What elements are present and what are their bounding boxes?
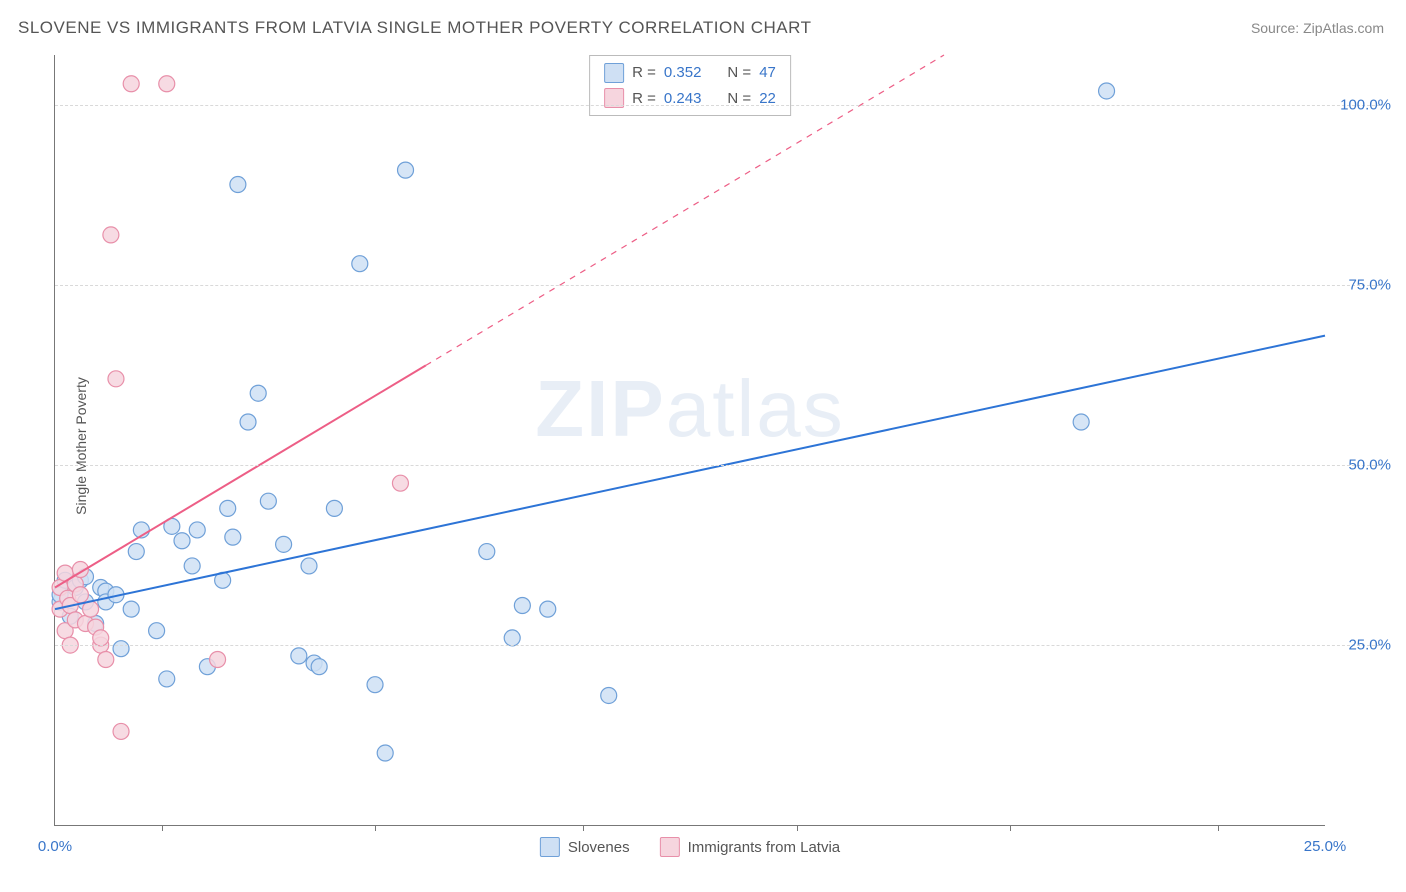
legend-n-label: N = [727,60,751,86]
legend-r-label: R = [632,60,656,86]
y-tick-label: 100.0% [1331,97,1391,114]
slovenes-point [504,630,520,646]
slovenes-point [260,493,276,509]
legend-swatch [660,837,680,857]
x-tick [1218,825,1219,831]
gridline [55,465,1380,466]
latvia-point [113,723,129,739]
latvia-trendline [55,365,426,587]
slovenes-point [250,385,266,401]
slovenes-point [367,677,383,693]
gridline [55,105,1380,106]
slovenes-point [352,256,368,272]
legend-r-value: 0.243 [664,86,702,112]
slovenes-point [301,558,317,574]
slovenes-point [230,177,246,193]
slovenes-point [326,500,342,516]
latvia-point [93,630,109,646]
slovenes-point [377,745,393,761]
legend-r-value: 0.352 [664,60,702,86]
slovenes-point [113,641,129,657]
legend-stats-row: R = 0.352 N = 47 [604,60,776,86]
gridline [55,645,1380,646]
x-tick-label: 0.0% [38,838,72,855]
slovenes-point [174,533,190,549]
slovenes-point [540,601,556,617]
latvia-point [72,587,88,603]
legend-swatch [604,63,624,83]
y-tick-label: 75.0% [1331,277,1391,294]
legend-label: Immigrants from Latvia [688,839,841,856]
slovenes-point [240,414,256,430]
slovenes-point [1073,414,1089,430]
legend-series: Slovenes Immigrants from Latvia [540,837,840,857]
x-tick [162,825,163,831]
latvia-point [103,227,119,243]
x-tick [375,825,376,831]
latvia-point [108,371,124,387]
x-tick-label: 25.0% [1304,838,1347,855]
x-tick [1010,825,1011,831]
plot-area: ZIPatlas R =0.352N =47R =0.243N =22 Slov… [54,55,1325,826]
gridline [55,285,1380,286]
slovenes-point [1099,83,1115,99]
latvia-point [210,651,226,667]
slovenes-point [311,659,327,675]
slovenes-point [149,623,165,639]
slovenes-point [128,544,144,560]
slovenes-point [479,544,495,560]
slovenes-point [601,687,617,703]
legend-label: Slovenes [568,839,630,856]
legend-item-latvia: Immigrants from Latvia [660,837,841,857]
latvia-point [159,76,175,92]
slovenes-point [398,162,414,178]
source-label: Source: ZipAtlas.com [1251,20,1384,36]
slovenes-point [514,598,530,614]
legend-n-value: 47 [759,60,776,86]
latvia-point [123,76,139,92]
legend-stats: R = 0.352 N = 47 R = 0.243 N = 22 [589,55,791,116]
legend-n-label: N = [727,86,751,112]
slovenes-point [189,522,205,538]
x-tick [583,825,584,831]
legend-n-value: 22 [759,86,776,112]
y-tick-label: 50.0% [1331,457,1391,474]
slovenes-point [276,536,292,552]
y-tick-label: 25.0% [1331,637,1391,654]
slovenes-point [123,601,139,617]
slovenes-point [184,558,200,574]
legend-stats-row: R = 0.243 N = 22 [604,86,776,112]
legend-swatch [540,837,560,857]
chart-svg [55,55,1325,825]
slovenes-point [291,648,307,664]
legend-r-label: R = [632,86,656,112]
latvia-point [98,651,114,667]
legend-item-slovenes: Slovenes [540,837,630,857]
slovenes-point [159,671,175,687]
slovenes-point [220,500,236,516]
slovenes-point [225,529,241,545]
x-tick [797,825,798,831]
latvia-point [392,475,408,491]
chart-title: SLOVENE VS IMMIGRANTS FROM LATVIA SINGLE… [18,18,811,38]
